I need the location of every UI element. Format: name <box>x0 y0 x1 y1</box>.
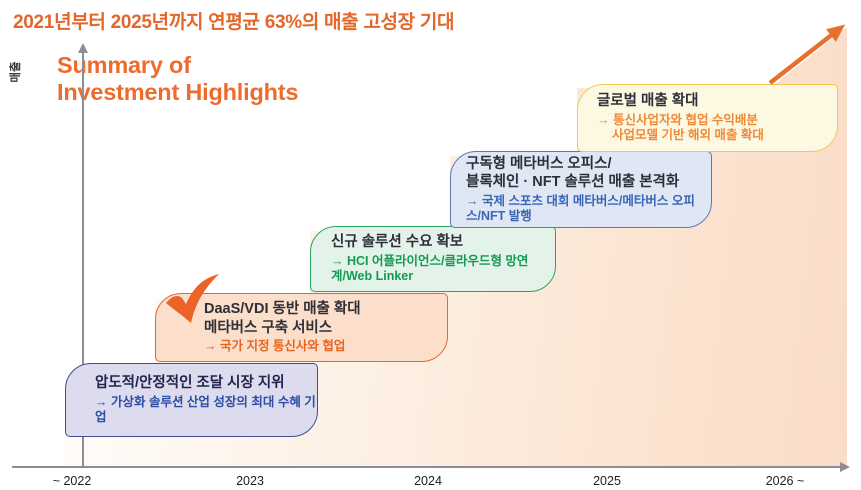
step-box-2023-detail: → 국가 지정 통신사와 협업 <box>204 339 346 354</box>
step-box-2022: 압도적/안정적인 조달 시장 지위 → 가상화 솔루션 산업 성장의 최대 수혜… <box>65 363 318 437</box>
step-box-2026: 글로벌 매출 확대 → 통신사업자와 협업 수익배분 사업모델 기반 해외 매출… <box>577 84 838 152</box>
y-axis-label: 매출 <box>10 61 22 83</box>
step-box-2024-title: 신규 솔루션 수요 확보 <box>331 234 464 251</box>
step-box-2022-detail: → 가상화 솔루션 산업 성장의 최대 수혜 기업 <box>95 395 316 425</box>
step-box-2024-detail: → HCI 어플라이언스/클라우드형 망연계/Web Linker <box>331 254 529 284</box>
step-box-2023-title: DaaS/VDI 동반 매출 확대 메타버스 구축 서비스 <box>204 300 447 337</box>
step-box-2026-detail-line1: → 통신사업자와 협업 수익배분 <box>597 113 758 128</box>
summary-heading: Summary of Investment Highlights <box>57 52 298 105</box>
step-box-2025-title-line1: 구독형 메타버스 오피스/ <box>466 155 612 172</box>
growth-arrow-icon <box>768 24 846 85</box>
x-tick-2022: ~ 2022 <box>52 474 92 488</box>
y-axis-arrowhead-icon <box>78 43 88 53</box>
step-box-2026-detail: → 통신사업자와 협업 수익배분 사업모델 기반 해외 매출 확대 <box>597 113 837 144</box>
x-tick-2023: 2023 <box>236 474 264 488</box>
step-box-2025-title: 구독형 메타버스 오피스/ 블록체인 · NFT 솔루션 매출 본격화 <box>466 155 711 192</box>
step-box-2026-title: 글로벌 매출 확대 <box>597 93 699 110</box>
step-box-2025: 구독형 메타버스 오피스/ 블록체인 · NFT 솔루션 매출 본격화 → 국제… <box>450 151 712 228</box>
summary-heading-line1: Summary of <box>57 52 191 78</box>
step-box-2022-title: 압도적/안정적인 조달 시장 지위 <box>95 375 285 392</box>
page-title: 2021년부터 2025년까지 연평균 63%의 매출 고성장 기대 <box>13 12 455 33</box>
step-box-2024: 신규 솔루션 수요 확보 → HCI 어플라이언스/클라우드형 망연계/Web … <box>310 226 556 292</box>
x-tick-2026: 2026 ~ <box>765 474 805 488</box>
step-box-2025-detail: → 국제 스포츠 대회 메타버스/메타버스 오피스/NFT 발행 <box>466 193 695 224</box>
step-box-2026-detail-line2: 사업모델 기반 해외 매출 확대 <box>612 128 764 143</box>
x-tick-2025: 2025 <box>593 474 621 488</box>
x-axis-arrowhead-icon <box>840 462 850 472</box>
x-axis-line <box>12 466 842 468</box>
y-axis-line <box>82 52 84 467</box>
x-tick-2024: 2024 <box>414 474 442 488</box>
step-box-2023-title-line2: 메타버스 구축 서비스 <box>204 319 333 336</box>
step-box-2025-title-line2: 블록체인 · NFT 솔루션 매출 본격화 <box>466 174 680 191</box>
step-box-2023: DaaS/VDI 동반 매출 확대 메타버스 구축 서비스 → 국가 지정 통신… <box>155 293 448 362</box>
checkmark-icon <box>166 274 219 323</box>
step-box-2023-title-line1: DaaS/VDI 동반 매출 확대 <box>204 301 361 318</box>
summary-heading-line2: Investment Highlights <box>57 78 299 105</box>
